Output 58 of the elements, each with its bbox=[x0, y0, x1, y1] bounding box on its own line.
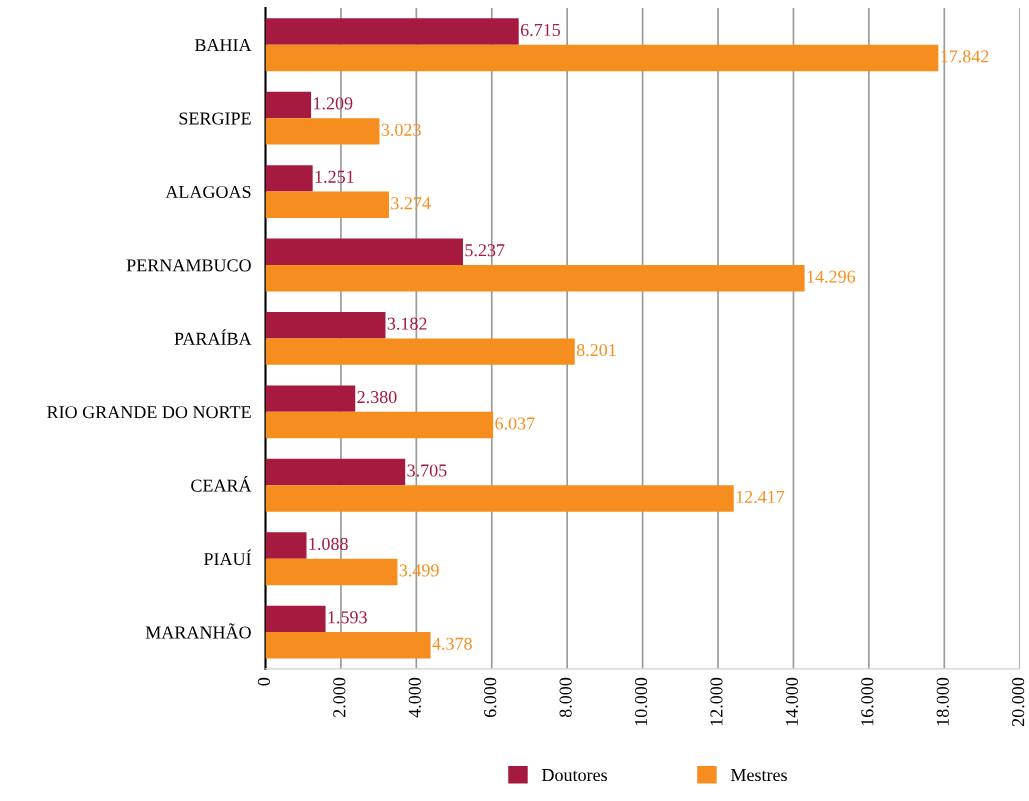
x-tick-label: 2.000 bbox=[333, 677, 346, 717]
x-tick-label: 10.000 bbox=[634, 677, 648, 726]
y-tick-label: MARANHÃO bbox=[145, 623, 251, 639]
bar bbox=[265, 191, 389, 219]
data-label: 8.201 bbox=[576, 343, 616, 357]
x-tick-label: 20.000 bbox=[1012, 677, 1025, 727]
bar bbox=[265, 458, 406, 486]
data-label: 6.715 bbox=[520, 23, 561, 37]
bar bbox=[265, 338, 575, 365]
x-tick-label: 16.000 bbox=[861, 677, 874, 726]
data-label: 12.417 bbox=[736, 490, 785, 504]
data-label: 3.705 bbox=[407, 464, 447, 477]
data-label: 3.499 bbox=[399, 564, 439, 577]
data-label: 1.209 bbox=[314, 97, 353, 110]
bar bbox=[265, 18, 519, 45]
y-tick-label: ALAGOAS bbox=[165, 185, 251, 199]
x-tick-label: 12.000 bbox=[710, 677, 723, 726]
data-label: 3.023 bbox=[381, 123, 421, 136]
x-tick-label: 6.000 bbox=[484, 677, 497, 718]
bar bbox=[265, 532, 307, 559]
y-tick-label: CEARÁ bbox=[191, 476, 252, 492]
data-label: 2.380 bbox=[357, 390, 397, 404]
y-tick-label: PERNAMBUCO bbox=[126, 259, 251, 272]
bar bbox=[265, 238, 463, 265]
data-label: 3.182 bbox=[387, 317, 427, 330]
y-tick-label: SERGIPE bbox=[179, 112, 251, 125]
data-label: 1.251 bbox=[315, 170, 354, 183]
data-label: 5.237 bbox=[465, 244, 505, 257]
bar bbox=[265, 44, 939, 72]
x-tick-label: 0 bbox=[257, 677, 270, 686]
x-tick-label: 14.000 bbox=[785, 677, 799, 726]
bar bbox=[265, 118, 380, 145]
x-tick-label: 18.000 bbox=[936, 677, 949, 726]
x-tick-label: 4.000 bbox=[408, 677, 421, 718]
bar bbox=[265, 632, 431, 659]
data-label: 14.296 bbox=[807, 270, 856, 283]
x-tick-label: 8.000 bbox=[559, 677, 572, 718]
legend-label: Doutores bbox=[541, 769, 607, 782]
data-label: 6.037 bbox=[495, 417, 535, 430]
y-tick-label: PIAUÍ bbox=[203, 549, 252, 566]
data-label: 1.088 bbox=[309, 537, 348, 551]
data-label: 1.593 bbox=[328, 611, 367, 624]
y-tick-label: RIO GRANDE DO NORTE bbox=[47, 406, 251, 419]
bar bbox=[265, 385, 356, 412]
bar bbox=[265, 485, 734, 512]
bar bbox=[265, 265, 805, 292]
bar bbox=[265, 558, 398, 586]
legend-label: Mestres bbox=[730, 769, 787, 782]
data-label: 3.274 bbox=[391, 197, 431, 210]
bar bbox=[265, 605, 326, 633]
bar bbox=[265, 165, 313, 192]
bar bbox=[265, 411, 494, 439]
data-label: 4.378 bbox=[432, 637, 472, 650]
y-tick-label: PARAÍBA bbox=[174, 329, 252, 345]
y-tick-label: BAHIA bbox=[194, 39, 252, 52]
data-label: 17.842 bbox=[941, 50, 989, 63]
bar bbox=[265, 91, 312, 119]
bar bbox=[265, 311, 386, 339]
